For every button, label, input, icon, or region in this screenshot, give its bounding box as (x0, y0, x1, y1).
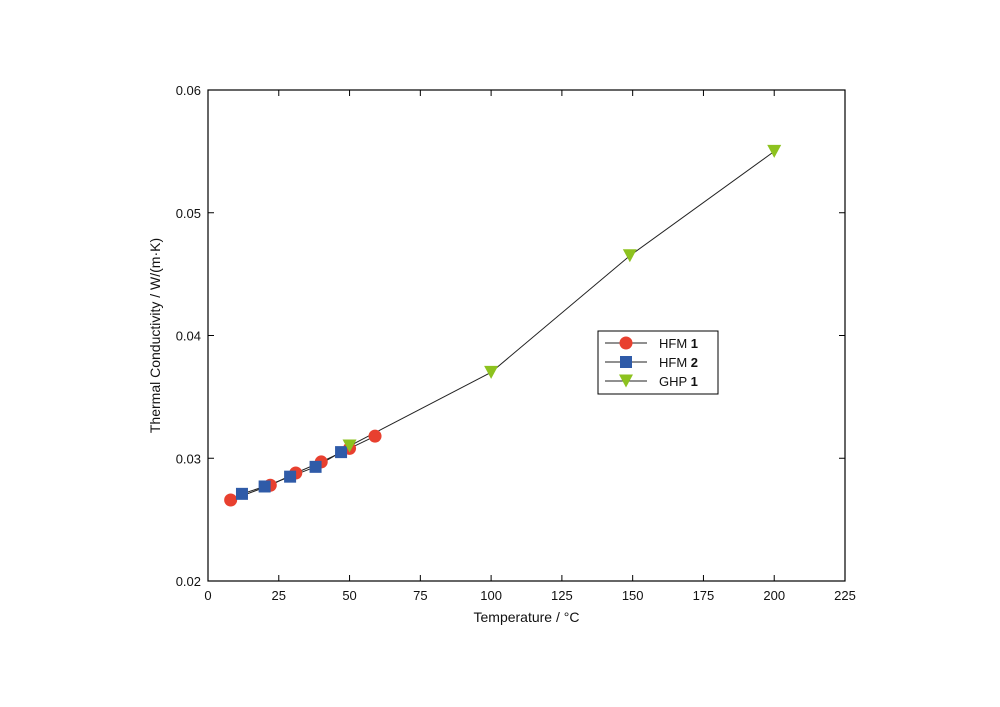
data-point-series-3 (767, 144, 782, 158)
data-point-series-2 (235, 487, 248, 500)
x-tick-label: 25 (272, 588, 286, 603)
series-markers (224, 144, 782, 507)
data-point-series-1 (224, 493, 238, 507)
data-point-series-2 (335, 446, 348, 459)
y-tick-label: 0.04 (176, 329, 201, 344)
legend-entry-number: 1 (691, 336, 698, 351)
legend-entry-label: HFM 2 (659, 355, 698, 370)
x-tick-label: 125 (551, 588, 573, 603)
data-point-series-2 (258, 480, 271, 493)
legend-entry-label: HFM 1 (659, 336, 698, 351)
legend-marker (619, 336, 633, 350)
x-tick-label: 175 (693, 588, 715, 603)
legend-entry-prefix: GHP (659, 374, 691, 389)
data-point-series-1 (368, 429, 382, 443)
legend-marker (619, 374, 633, 388)
x-tick-label: 0 (204, 588, 211, 603)
legend-entry-number: 2 (691, 355, 698, 370)
legend-entry-label: GHP 1 (659, 374, 698, 389)
data-point-series-2 (284, 470, 297, 483)
legend-marker (620, 356, 632, 368)
x-tick-label: 200 (763, 588, 785, 603)
y-axis-ticks: 0.02 0.03 0.04 0.05 0.06 (176, 83, 845, 589)
y-tick-label: 0.06 (176, 83, 201, 98)
data-point-series-3 (342, 439, 357, 453)
legend-entry-prefix: HFM (659, 355, 691, 370)
x-axis-ticks: 0 25 50 75 100 125 150 175 200 225 (204, 90, 856, 603)
x-tick-label: 75 (413, 588, 427, 603)
y-tick-label: 0.03 (176, 451, 201, 466)
x-axis-title: Temperature / °C (474, 609, 580, 625)
x-tick-label: 150 (622, 588, 644, 603)
y-tick-label: 0.05 (176, 206, 201, 221)
y-tick-label: 0.02 (176, 574, 201, 589)
x-tick-label: 100 (480, 588, 502, 603)
legend-entry-number: 1 (691, 374, 698, 389)
series-lines (230, 150, 775, 501)
x-tick-label: 50 (342, 588, 356, 603)
data-point-series-2 (309, 460, 322, 473)
x-tick-label: 225 (834, 588, 856, 603)
data-point-series-3 (484, 365, 499, 379)
y-axis-title: Thermal Conductivity / W/(m·K) (147, 238, 163, 433)
legend-entry-prefix: HFM (659, 336, 691, 351)
data-point-series-3 (622, 249, 637, 263)
plot-area-frame (207, 89, 846, 582)
series-line-3 (349, 150, 775, 447)
